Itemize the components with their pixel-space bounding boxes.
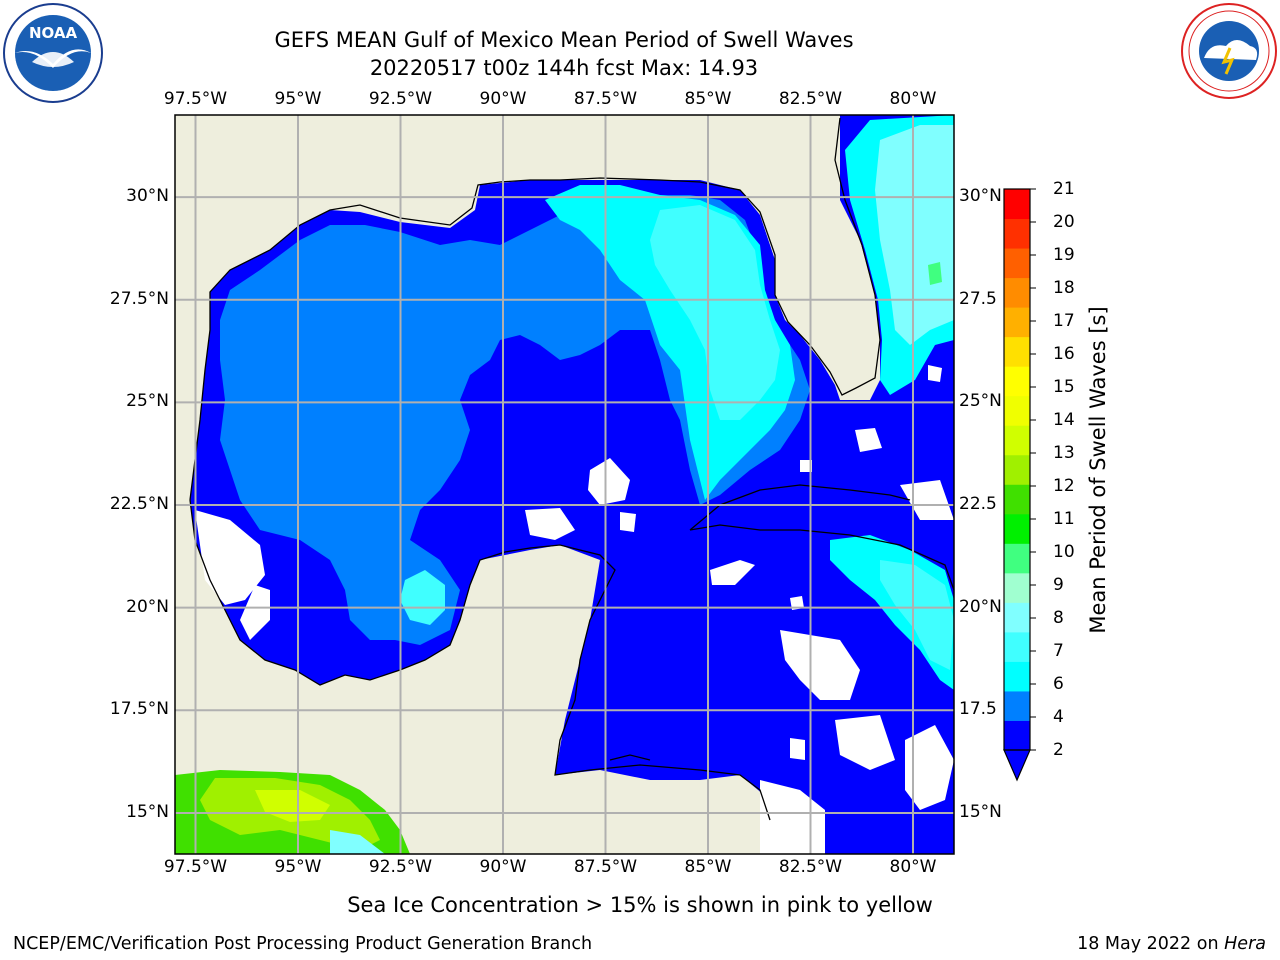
colorbar-cell	[1004, 336, 1030, 367]
colorbar-tick-label: 18	[1053, 278, 1075, 298]
lon-tick-bottom: 95°W	[274, 857, 322, 877]
ocean-field-campeche-cyan	[400, 570, 445, 625]
colorbar-tick-label: 12	[1053, 476, 1075, 496]
colorbar-tick-label: 16	[1053, 344, 1075, 364]
ocean-field-caribbean-light	[880, 560, 954, 670]
colorbar-tick-label: 21	[1053, 179, 1075, 199]
ocean-field-pacific-cyan	[330, 830, 385, 854]
ocean-field-pacific-lime	[255, 790, 330, 822]
colorbar-cell	[1004, 572, 1030, 603]
colorbar-tick-label: 15	[1053, 377, 1075, 397]
colorbar-tick-label: 7	[1053, 641, 1064, 661]
colorbar-cell	[1004, 690, 1030, 721]
colorbar-extend-min	[1003, 749, 1031, 782]
lon-tick-top: 95°W	[274, 89, 322, 109]
lat-tick-right: 30°N	[959, 186, 1002, 207]
lat-tick-left: 15°N	[126, 801, 169, 822]
colorbar-tick-label: 14	[1053, 410, 1075, 430]
lat-tick-left: 20°N	[126, 596, 169, 617]
lon-tick-bottom: 92.5°W	[368, 857, 433, 877]
colorbar-cell	[1004, 189, 1030, 220]
colorbar-tick-label: 20	[1053, 212, 1075, 232]
ocean-field-6-7s	[650, 205, 780, 420]
colorbar-cell	[1004, 395, 1030, 426]
footer-host: Hera	[1224, 934, 1266, 954]
colorbar-label: Mean Period of Swell Waves [s]	[1086, 306, 1110, 634]
lat-tick-right: 15°N	[959, 801, 1002, 822]
footer-date-text: 18 May 2022 on	[1077, 934, 1219, 954]
colorbar-tick-label: 4	[1053, 707, 1064, 727]
graticule	[175, 115, 954, 854]
lon-tick-top: 90°W	[479, 89, 527, 109]
colorbar-tick-label: 9	[1053, 575, 1064, 595]
colorbar-cell	[1004, 425, 1030, 456]
svg-text:NOAA: NOAA	[29, 24, 78, 42]
lat-tick-right: 17.5	[959, 699, 997, 720]
lon-tick-bottom: 97.5°W	[163, 857, 228, 877]
lat-tick-right: 22.5	[959, 494, 997, 515]
colorbar-cell	[1004, 248, 1030, 279]
lat-tick-right: 27.5	[959, 288, 997, 309]
map-subtitle: 20220517 t00z 144h fcst Max: 14.93	[369, 56, 759, 80]
lon-tick-top: 92.5°W	[368, 89, 433, 109]
ice-note: Sea Ice Concentration > 15% is shown in …	[347, 893, 933, 917]
colorbar-tick-label: 17	[1053, 311, 1075, 331]
colorbar	[1003, 188, 1036, 782]
ocean-field-green-patch	[928, 262, 942, 285]
lon-tick-top: 87.5°W	[573, 89, 638, 109]
colorbar-frame	[1003, 188, 1031, 751]
footer-date: 18 May 2022 on Hera	[1077, 933, 1266, 955]
colorbar-tick-label: 13	[1053, 443, 1075, 463]
no-data-patches	[195, 365, 954, 854]
lon-tick-bottom: 90°W	[479, 857, 527, 877]
lat-tick-left: 25°N	[126, 391, 169, 412]
lat-tick-left: 27.5°N	[109, 288, 169, 309]
lon-tick-top: 80°W	[889, 89, 937, 109]
colorbar-cell	[1004, 454, 1030, 485]
lon-tick-top: 85°W	[684, 89, 732, 109]
colorbar-tick-label: 11	[1053, 509, 1075, 529]
colorbar-tick-label: 10	[1053, 542, 1075, 562]
colorbar-cell	[1004, 631, 1030, 662]
lat-tick-left: 17.5°N	[109, 699, 169, 720]
colorbar-cell	[1004, 484, 1030, 515]
lat-tick-right: 20°N	[959, 596, 1002, 617]
lon-tick-top: 82.5°W	[778, 89, 843, 109]
lat-tick-left: 30°N	[126, 186, 169, 207]
lon-tick-bottom: 82.5°W	[778, 857, 843, 877]
colorbar-cell	[1004, 661, 1030, 692]
colorbar-cell	[1004, 307, 1030, 338]
colorbar-cell	[1004, 543, 1030, 574]
noaa-logo: NOAA	[3, 3, 103, 103]
ocean-field-atlantic-light	[875, 125, 954, 345]
colorbar-tick-label: 8	[1053, 608, 1064, 628]
colorbar-cell	[1004, 218, 1030, 249]
colorbar-cell	[1004, 277, 1030, 308]
colorbar-cell	[1004, 720, 1030, 751]
lat-tick-right: 25°N	[959, 391, 1002, 412]
colorbar-cell	[1004, 366, 1030, 397]
lon-tick-bottom: 80°W	[889, 857, 937, 877]
lat-tick-left: 22.5°N	[109, 494, 169, 515]
colorbar-cell	[1004, 513, 1030, 544]
lon-tick-top: 97.5°W	[163, 89, 228, 109]
map-title: GEFS MEAN Gulf of Mexico Mean Period of …	[274, 28, 854, 52]
nws-logo	[1181, 3, 1277, 99]
colorbar-cell	[1004, 602, 1030, 633]
map-frame	[174, 114, 955, 855]
lon-tick-bottom: 85°W	[684, 857, 732, 877]
lon-tick-bottom: 87.5°W	[573, 857, 638, 877]
coastline	[189, 117, 955, 821]
colorbar-tick-label: 6	[1053, 674, 1064, 694]
colorbar-tick-label: 19	[1053, 245, 1075, 265]
colorbar-tick-label: 2	[1053, 740, 1064, 760]
footer-branch: NCEP/EMC/Verification Post Processing Pr…	[13, 934, 593, 954]
